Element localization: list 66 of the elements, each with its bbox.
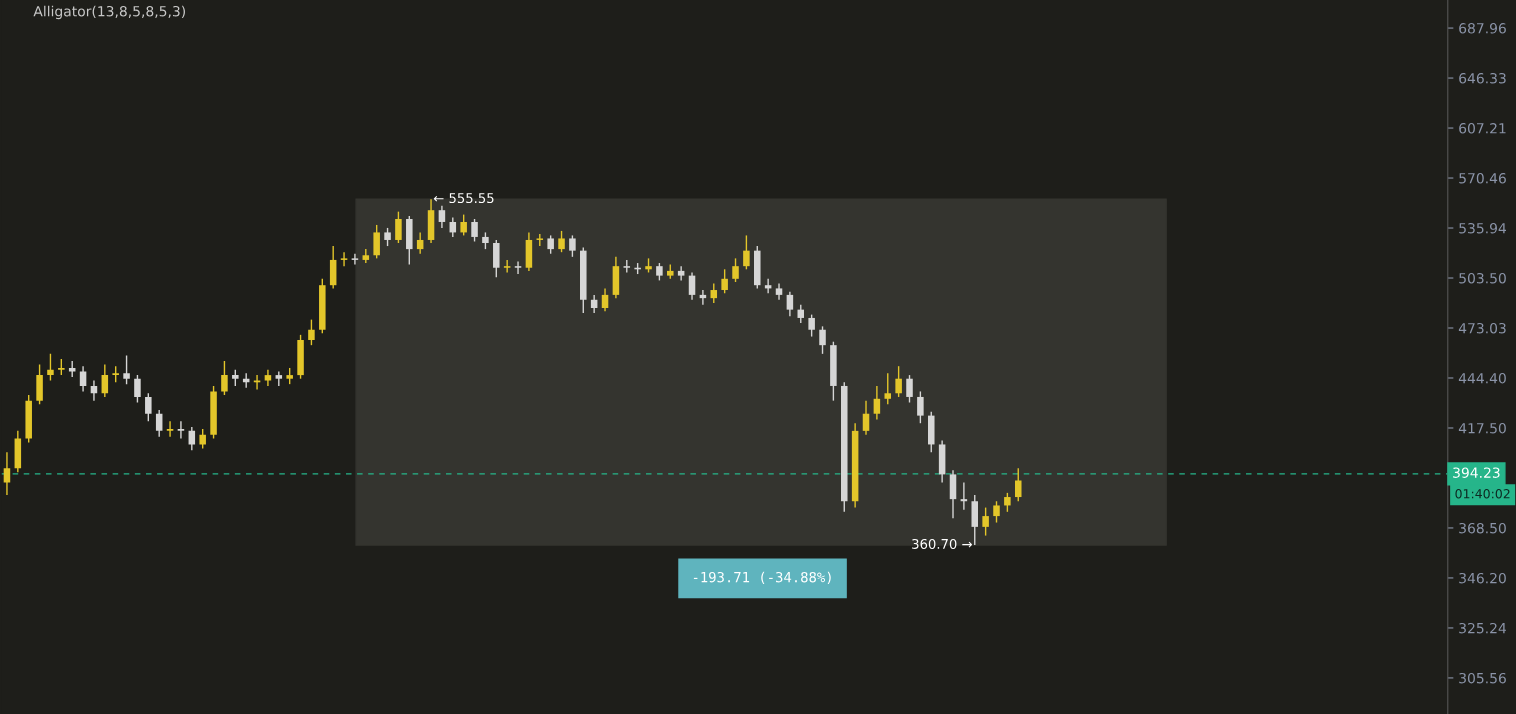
candlestick [710,282,718,304]
candlestick [895,365,902,398]
candlestick [884,372,892,406]
y-tick-label: 305.56 [1459,672,1506,684]
y-tick-label: 346.20 [1459,572,1506,584]
candlestick [471,218,478,243]
text: 01:40:02 [1455,488,1510,499]
y-tick-label: 535.94 [1459,222,1507,234]
candlestick [721,268,728,294]
candlestick [1004,492,1011,513]
annotation: 360.70 → [912,538,972,549]
candlestick [199,428,206,450]
candlestick [395,210,402,244]
candlestick [438,205,446,229]
y-tick-label: 444.40 [1458,372,1506,384]
candlestick [460,213,467,237]
candlestick [155,409,163,438]
ref-line-label: 394.23 [1453,467,1500,478]
candlestick [982,506,989,537]
candlestick [558,230,565,253]
y-tick-label: 503.50 [1459,272,1506,284]
candlestick [677,265,685,282]
y-tick-label: 607.21 [1459,123,1506,134]
y-tick-label: 417.50 [1458,422,1506,434]
candlestick [906,374,913,404]
candlestick [340,251,348,267]
candlestick [917,390,924,424]
y-tick-label: 570.46 [1459,173,1506,184]
candlestick [3,451,11,496]
candlestick [166,420,174,438]
candlestick [688,271,696,301]
candlestick [514,260,522,275]
candlestick [416,231,424,255]
annotation: -193.71 (-34.88%) [693,571,831,585]
annotation: ← 555.55 [433,193,494,204]
candlestick [47,353,54,382]
y-tick-label: 687.96 [1459,23,1506,34]
candlestick [862,399,870,436]
candlestick [101,363,109,398]
candlestick [351,253,359,266]
candlestick [993,500,1000,524]
y-tick-label: 325.24 [1459,622,1507,634]
candlestick [134,374,141,404]
y-tick-label: 473.03 [1458,322,1506,334]
candlestick [308,318,315,346]
candlestick [808,313,815,338]
candlestick [384,227,391,247]
candlestick [873,385,881,421]
candlestick [145,392,152,422]
candlestick [569,234,576,258]
candlestick [123,354,130,385]
candlestick [547,234,554,255]
candlestick [1014,467,1022,502]
candlestick [743,234,750,271]
candlestick [601,287,609,312]
candlestick [177,420,185,440]
candlestick [819,325,826,355]
y-tick-label: 646.33 [1459,73,1506,84]
candlestick [786,290,794,317]
annotation: Alligator(13,8,5,8,5,3) [33,5,185,20]
candlestick [732,257,739,283]
candlestick [275,370,283,387]
candlestick [221,360,228,396]
y-tick-label: 368.50 [1459,522,1506,534]
candlestick [373,224,380,260]
candlestick [503,259,511,274]
